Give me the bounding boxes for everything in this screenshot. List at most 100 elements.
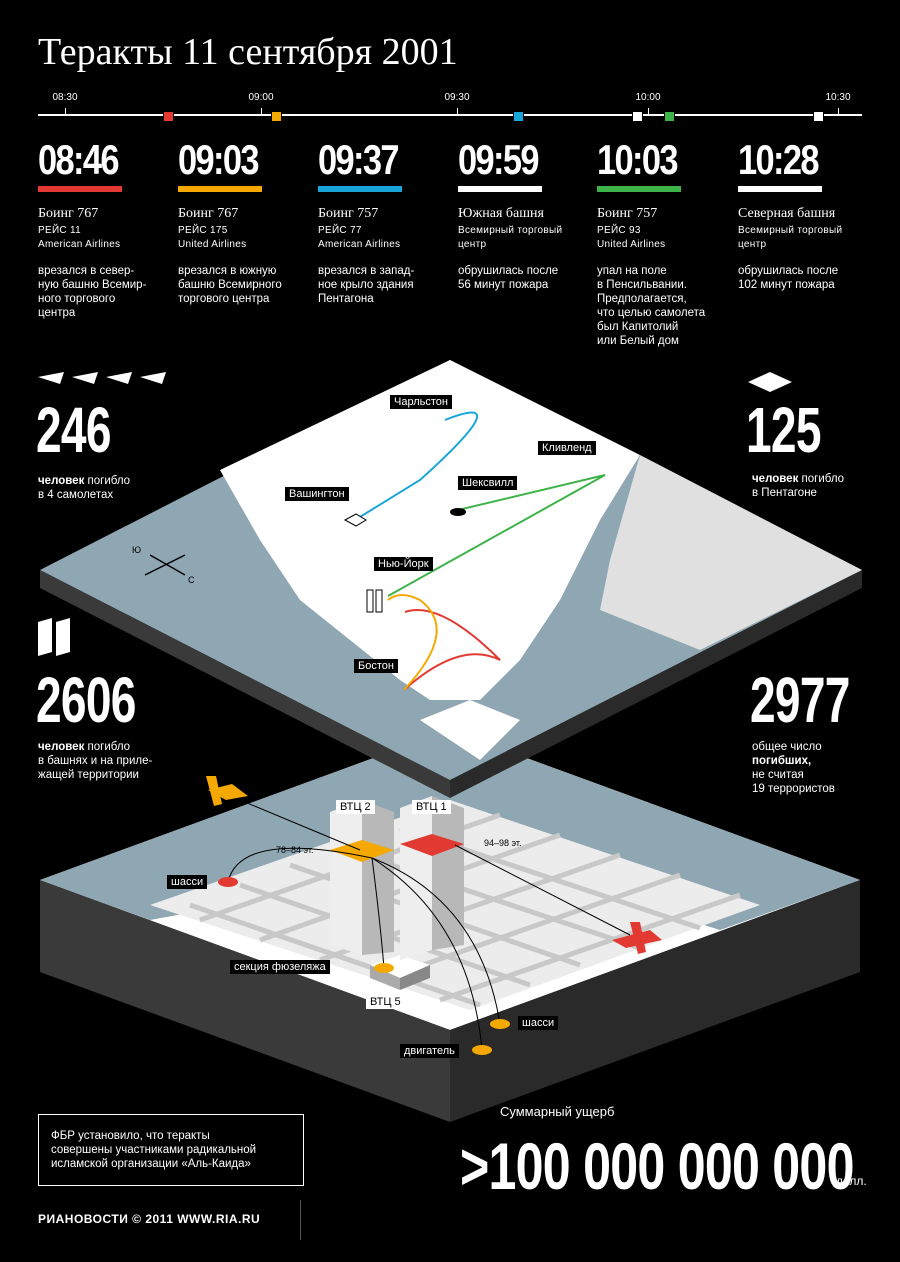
event-desc-line: Предполагается, — [597, 293, 687, 305]
tower-label-wtc2: ВТЦ 2 — [336, 800, 375, 814]
timeline-marker-0959 — [632, 111, 643, 122]
event-color-bar — [738, 186, 822, 192]
plane-icons — [38, 372, 166, 384]
event-sub: United Airlines — [178, 239, 247, 250]
footer-credit: РИАНОВОСТИ © 2011 WWW.RIA.RU — [38, 1212, 261, 1226]
debris-label-fuselage: секция фюзеляжа — [230, 960, 330, 974]
city-label-charleston: Чарльстон — [390, 395, 452, 409]
event-color-bar — [38, 186, 122, 192]
timeline-label: 09:30 — [444, 92, 470, 103]
compass-label: С — [188, 575, 195, 585]
event-desc-line: упал на поле — [597, 265, 667, 277]
event-column: 10:28 Северная башня Всемирный торговый ц… — [738, 138, 868, 292]
event-sub: American Airlines — [38, 239, 121, 250]
event-desc-line: обрушилась после — [458, 265, 559, 277]
event-desc-line: или Белый дом — [597, 335, 679, 347]
wtc-site-block — [40, 730, 860, 1122]
stat-pentagon-text: человек погибло в Пентагоне — [752, 473, 845, 499]
event-desc-line: ного торгового — [38, 293, 116, 305]
event-desc-line: центра — [38, 307, 76, 319]
event-color-bar — [597, 186, 681, 192]
stat-pentagon-value: 125 — [746, 394, 821, 466]
debris-label-chassis: шасси — [167, 875, 208, 889]
event-sub: Всемирный торговый — [738, 225, 843, 236]
event-column: 09:37 Боинг 757 РЕЙС 77 American Airlines… — [318, 138, 448, 306]
event-desc-line: ное крыло здания — [318, 279, 414, 291]
event-color-bar — [318, 186, 402, 192]
event-column: 08:46 Боинг 767 РЕЙС 11 American Airlines… — [38, 138, 168, 320]
pentagon-icon — [748, 372, 792, 392]
damage-currency: долл. — [836, 1174, 867, 1188]
damage-value: >100 000 000 000 — [460, 1129, 854, 1203]
event-desc-line: врезался в запад- — [318, 265, 415, 277]
event-sub: РЕЙС 77 — [318, 225, 362, 236]
city-label-newyork: Нью-Йорк — [374, 557, 433, 571]
event-column: 10:03 Боинг 757 РЕЙС 93 United Airlines у… — [597, 138, 727, 348]
timeline-marker-1003 — [664, 111, 675, 122]
city-label-washington: Вашингтон — [285, 487, 349, 501]
event-sub: РЕЙС 11 — [38, 225, 82, 236]
east-coast-map — [40, 360, 862, 798]
timeline-tick — [838, 108, 839, 116]
stat-towers-value: 2606 — [36, 664, 136, 736]
event-desc-line: 102 минут пожара — [738, 279, 835, 291]
stat-planes-text: человек погибло в 4 самолетах — [38, 475, 131, 501]
event-time: 08:46 — [38, 136, 120, 183]
event-time: 10:03 — [597, 136, 679, 183]
event-color-bar — [458, 186, 542, 192]
damage-label: Суммарный ущерб — [500, 1104, 615, 1119]
timeline-marker-0937 — [513, 111, 524, 122]
timeline-label: 10:30 — [825, 92, 851, 103]
timeline-tick — [65, 108, 66, 116]
stat-planes-value: 246 — [36, 394, 111, 466]
tower-label-wtc1: ВТЦ 1 — [412, 800, 451, 814]
event-desc-line: торгового центра — [178, 293, 270, 305]
floor-label: 78–84 эт. — [276, 845, 314, 855]
floor-label: 94–98 эт. — [484, 838, 522, 848]
page-title: Теракты 11 сентября 2001 — [38, 31, 458, 73]
event-sub: РЕЙС 93 — [597, 225, 641, 236]
timeline-marker-0903 — [271, 111, 282, 122]
event-desc-line: башню Всемирного — [178, 279, 282, 291]
event-desc-line: Пентагона — [318, 293, 374, 305]
event-column: 09:03 Боинг 767 РЕЙС 175 United Airlines … — [178, 138, 308, 306]
event-color-bar — [178, 186, 262, 192]
event-desc-line: в Пенсильвании. — [597, 279, 687, 291]
stat-total-text: общее число погибших, не считая 19 терро… — [752, 741, 835, 795]
event-sub: Всемирный торговый — [458, 225, 563, 236]
event-sub: American Airlines — [318, 239, 401, 250]
event-desc-line: ную башню Всемир- — [38, 279, 147, 291]
event-name: Южная башня — [458, 206, 544, 221]
city-label-boston: Бостон — [354, 659, 398, 673]
debris-label-engine: двигатель — [400, 1044, 459, 1058]
timeline-tick — [648, 108, 649, 116]
event-desc-line: был Капитолий — [597, 321, 679, 333]
event-sub: United Airlines — [597, 239, 666, 250]
debris-label-chassis: шасси — [518, 1016, 559, 1030]
stat-towers-text: человек погибло в башнях и на приле- жащ… — [38, 741, 153, 781]
compass-label: Ю — [132, 545, 142, 555]
event-time: 09:37 — [318, 136, 400, 183]
timeline-axis — [38, 114, 862, 116]
event-time: 09:03 — [178, 136, 260, 183]
event-name: Боинг 767 — [38, 206, 99, 221]
event-time: 10:28 — [738, 136, 820, 183]
event-name: Боинг 757 — [597, 206, 658, 221]
city-label-shanksville: Шексвилл — [458, 476, 518, 490]
fbr-note: ФБР установило, что теракты совершены уча… — [38, 1114, 304, 1186]
event-column: 09:59 Южная башня Всемирный торговый цент… — [458, 138, 588, 292]
event-desc-line: врезался в север- — [38, 265, 135, 277]
event-desc-line: обрушилась после — [738, 265, 839, 277]
timeline-label: 09:00 — [248, 92, 274, 103]
event-sub: РЕЙС 175 — [178, 225, 228, 236]
event-sub: центр — [738, 239, 767, 250]
timeline-marker-0846 — [163, 111, 174, 122]
event-name: Северная башня — [738, 206, 836, 221]
timeline-label: 08:30 — [52, 92, 78, 103]
stat-total-value: 2977 — [750, 664, 850, 736]
timeline-tick — [457, 108, 458, 116]
timeline-label: 10:00 — [635, 92, 661, 103]
event-name: Боинг 767 — [178, 206, 239, 221]
event-desc-line: 56 минут пожара — [458, 279, 549, 291]
